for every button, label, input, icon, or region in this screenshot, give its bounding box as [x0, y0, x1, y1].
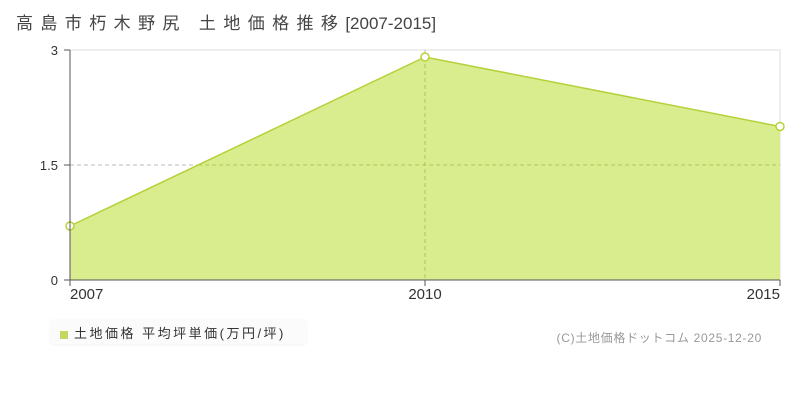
svg-text:0: 0	[51, 273, 58, 288]
svg-text:1.5: 1.5	[40, 158, 58, 173]
svg-text:2007: 2007	[70, 286, 103, 303]
svg-text:2015: 2015	[747, 286, 780, 303]
svg-text:3: 3	[51, 43, 58, 58]
svg-text:2010: 2010	[408, 286, 441, 303]
